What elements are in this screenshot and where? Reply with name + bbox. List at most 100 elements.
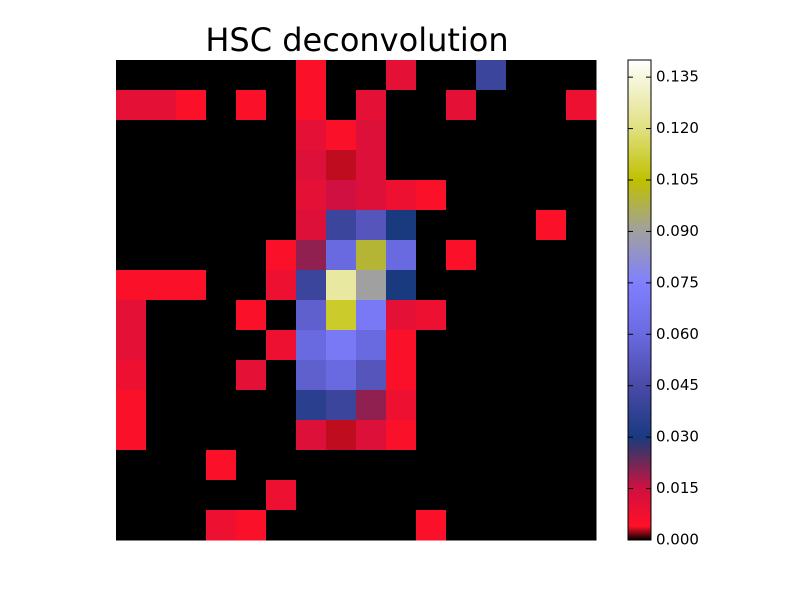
- heatmap-cell: [506, 300, 537, 331]
- heatmap-cell: [206, 180, 237, 211]
- heatmap-cell: [446, 390, 477, 421]
- heatmap-cell: [266, 120, 297, 151]
- heatmap-cell: [506, 270, 537, 301]
- heatmap-cell: [236, 60, 267, 91]
- heatmap-cell: [506, 210, 537, 241]
- heatmap-cell: [386, 150, 417, 181]
- heatmap-cell: [116, 300, 147, 331]
- heatmap-cell: [116, 420, 147, 451]
- heatmap-cell: [326, 510, 357, 541]
- heatmap-cell: [206, 150, 237, 181]
- heatmap-cell: [566, 150, 597, 181]
- heatmap-cell: [416, 330, 447, 361]
- heatmap-cell: [296, 90, 327, 121]
- heatmap-cell: [536, 330, 567, 361]
- heatmap-cell: [326, 90, 357, 121]
- heatmap-cell: [236, 420, 267, 451]
- heatmap-cell: [446, 60, 477, 91]
- heatmap-cell: [206, 450, 237, 481]
- heatmap-cell: [536, 300, 567, 331]
- heatmap-cell: [296, 150, 327, 181]
- heatmap-cell: [176, 180, 207, 211]
- heatmap-cell: [296, 480, 327, 511]
- colorbar-tick-label: 0.105: [656, 171, 699, 189]
- heatmap-cell: [326, 300, 357, 331]
- heatmap-cell: [326, 330, 357, 361]
- heatmap-cell: [566, 60, 597, 91]
- heatmap-cell: [146, 450, 177, 481]
- heatmap-cell: [176, 360, 207, 391]
- heatmap-cell: [416, 300, 447, 331]
- heatmap-cell: [266, 300, 297, 331]
- heatmap-cell: [146, 90, 177, 121]
- heatmap-cell: [356, 120, 387, 151]
- heatmap-cell: [416, 390, 447, 421]
- heatmap-cell: [506, 120, 537, 151]
- heatmap-cell: [296, 510, 327, 541]
- heatmap-cell: [536, 390, 567, 421]
- heatmap-cell: [356, 300, 387, 331]
- heatmap-cell: [116, 180, 147, 211]
- heatmap-cell: [296, 270, 327, 301]
- colorbar-tick-label: 0.075: [656, 273, 699, 291]
- heatmap-cell: [356, 180, 387, 211]
- heatmap-cell: [206, 210, 237, 241]
- heatmap-cell: [416, 210, 447, 241]
- heatmap-cell: [326, 420, 357, 451]
- heatmap-cell: [446, 90, 477, 121]
- heatmap-cell: [476, 150, 507, 181]
- heatmap-cell: [356, 90, 387, 121]
- heatmap-cell: [266, 420, 297, 451]
- heatmap-cell: [476, 180, 507, 211]
- heatmap-cell: [566, 420, 597, 451]
- heatmap-cell: [386, 270, 417, 301]
- heatmap-cell: [476, 420, 507, 451]
- heatmap-cell: [236, 330, 267, 361]
- heatmap-cell: [146, 300, 177, 331]
- heatmap-cell: [386, 390, 417, 421]
- heatmap-cell: [146, 270, 177, 301]
- heatmap-cell: [506, 450, 537, 481]
- heatmap-cell: [356, 270, 387, 301]
- heatmap-cell: [176, 210, 207, 241]
- heatmap-cell: [356, 150, 387, 181]
- heatmap-cell: [146, 150, 177, 181]
- heatmap-cell: [326, 390, 357, 421]
- heatmap-cell: [116, 150, 147, 181]
- heatmap-cell: [386, 480, 417, 511]
- heatmap-cell: [236, 480, 267, 511]
- heatmap-cell: [356, 450, 387, 481]
- heatmap-cell: [146, 480, 177, 511]
- heatmap-cell: [266, 360, 297, 391]
- heatmap-cell: [476, 390, 507, 421]
- heatmap-cell: [326, 150, 357, 181]
- heatmap-cell: [536, 450, 567, 481]
- heatmap-cell: [536, 420, 567, 451]
- heatmap-cell: [146, 120, 177, 151]
- heatmap-cell: [476, 300, 507, 331]
- heatmap-cell: [326, 270, 357, 301]
- heatmap-cell: [206, 120, 237, 151]
- heatmap-cell: [266, 90, 297, 121]
- heatmap-cell: [296, 210, 327, 241]
- heatmap-cell: [116, 330, 147, 361]
- heatmap-cell: [506, 390, 537, 421]
- heatmap-cell: [386, 450, 417, 481]
- heatmap-cell: [536, 60, 567, 91]
- heatmap-cell: [206, 360, 237, 391]
- heatmap-cell: [146, 60, 177, 91]
- heatmap-cell: [296, 300, 327, 331]
- heatmap-cell: [476, 360, 507, 391]
- heatmap-cell: [176, 330, 207, 361]
- heatmap-cell: [446, 180, 477, 211]
- heatmap-cell: [326, 120, 357, 151]
- chart-title: HSC deconvolution: [205, 21, 508, 59]
- heatmap-cell: [446, 300, 477, 331]
- heatmap-cell: [476, 510, 507, 541]
- heatmap-cell: [146, 240, 177, 271]
- heatmap-cell: [386, 360, 417, 391]
- heatmap-cell: [536, 480, 567, 511]
- heatmap-cell: [326, 450, 357, 481]
- heatmap-cell: [566, 90, 597, 121]
- heatmap-cell: [176, 450, 207, 481]
